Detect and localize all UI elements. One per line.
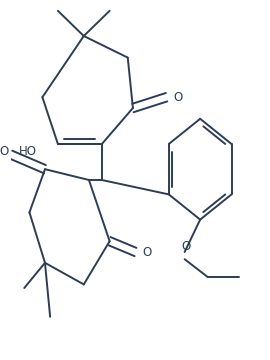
- Text: O: O: [0, 145, 9, 158]
- Text: HO: HO: [19, 145, 37, 158]
- Text: O: O: [181, 240, 191, 253]
- Text: O: O: [142, 246, 151, 258]
- Text: O: O: [173, 91, 182, 104]
